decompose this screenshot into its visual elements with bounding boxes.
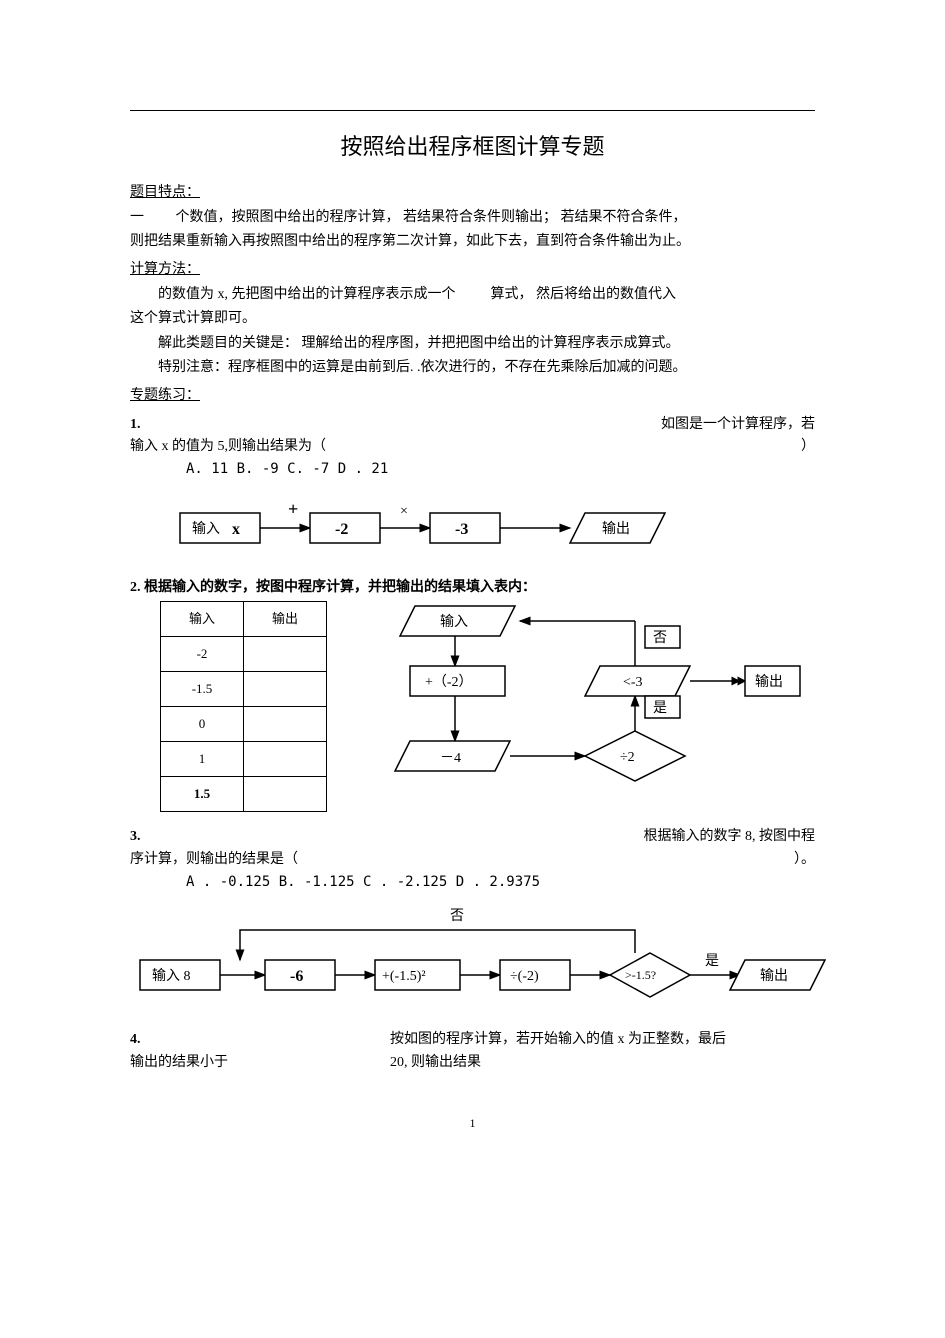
q2-cond: <-3 [623, 675, 643, 690]
table-cell-blank[interactable] [244, 707, 327, 742]
table-cell-blank[interactable] [244, 637, 327, 672]
q1-output: 输出 [602, 521, 630, 537]
q3-b3: ÷(-2) [510, 969, 539, 984]
heading-feature: 题目特点： [130, 182, 815, 204]
q1-flowchart: 输入 x + -2 × -3 输出 [170, 493, 815, 563]
feature-line1-b: 个数值，按照图中给出的程序计算， 若结果符合条件则输出； 若结果不符合条件， [176, 210, 687, 225]
q3-num: 3. [130, 826, 141, 848]
times-icon: × [400, 504, 408, 519]
q2-output: 输出 [755, 674, 783, 690]
q1-num: 1. [130, 414, 141, 436]
table-cell-blank[interactable] [244, 777, 327, 812]
q3-paren: ）。 [794, 849, 815, 871]
q2-flowchart: 输入 +（-2） －4 ÷2 <-3 [345, 601, 805, 811]
page-title: 按照给出程序框图计算专题 [130, 129, 815, 164]
plus-icon: + [288, 499, 298, 519]
q4: 4. 按如图的程序计算，若开始输入的值 x 为正整数，最后 输出的结果小于 20… [130, 1029, 815, 1074]
table-row: -1.5 [161, 672, 244, 707]
q2-yes: 是 [653, 701, 667, 716]
q1: 1. 如图是一个计算程序，若 输入 x 的值为 5,则输出结果为（ ） A. 1… [130, 414, 815, 563]
q3-options: A . -0.125 B. -1.125 C . -2.125 D . 2.93… [130, 871, 815, 893]
q1-b1: -2 [335, 521, 348, 538]
method-line2: 这个算式计算即可。 [130, 308, 815, 330]
q3-left: 序计算，则输出的结果是（ [130, 849, 298, 871]
q4-left: 输出的结果小于 [130, 1052, 390, 1074]
feature-line1: 一 个数值，按照图中给出的程序计算， 若结果符合条件则输出； 若结果不符合条件， [130, 207, 815, 229]
table-cell-blank[interactable] [244, 672, 327, 707]
page-number: 1 [130, 1114, 815, 1133]
table-cell-blank[interactable] [244, 742, 327, 777]
table-row: -2 [161, 637, 244, 672]
feature-line1-a: 一 [130, 207, 172, 229]
table-row: 0 [161, 707, 244, 742]
feature-line2: 则把结果重新输入再按照图中给出的程序第二次计算，如此下去，直到符合条件输出为止。 [130, 231, 815, 253]
q1-b2: -3 [455, 521, 468, 538]
q3-b1: -6 [290, 968, 303, 985]
top-rule [130, 110, 815, 111]
q4-right2: 20, 则输出结果 [390, 1052, 481, 1074]
q2-no: 否 [653, 631, 667, 646]
q3-output: 输出 [760, 968, 788, 984]
q1-left: 输入 x 的值为 5,则输出结果为（ [130, 436, 326, 458]
q3-flowchart: 否 输入 8 -6 +(-1.5)² ÷(-2) [130, 905, 815, 1015]
method-line1-a: 的数值为 x, 先把图中给出的计算程序表示成一个 [158, 287, 456, 302]
q4-num: 4. [130, 1029, 390, 1051]
method-note: 特别注意：程序框图中的运算是由前到后. .依次进行的，不存在先乘除后加减的问题。 [130, 357, 815, 379]
q2-op2: －4 [440, 751, 461, 766]
q2-op1: +（-2） [425, 674, 473, 690]
q2-input: 输入 [440, 614, 468, 630]
q1-right: 如图是一个计算程序，若 [661, 414, 815, 436]
q3-input: 输入 8 [152, 968, 191, 984]
q2-prompt: 2. 根据输入的数字，按图中程序计算，并把输出的结果填入表内： [130, 577, 815, 599]
table-row: 1.5 [161, 777, 244, 812]
heading-method: 计算方法： [130, 259, 815, 281]
q2-head-in: 输入 [161, 602, 244, 637]
q1-options: A. 11 B. -9 C. -7 D . 21 [130, 458, 815, 480]
q2-table: 输入 输出 -2 -1.5 0 1 1.5 [160, 601, 327, 812]
q1-input-var: x [232, 521, 240, 538]
q3-no: 否 [450, 909, 464, 924]
q2-head-out: 输出 [244, 602, 327, 637]
method-line1-b: 算式， 然后将给出的数值代入 [491, 287, 677, 302]
q2-div: ÷2 [620, 750, 635, 765]
table-row: 1 [161, 742, 244, 777]
q3-right: 根据输入的数字 8, 按图中程 [644, 826, 816, 848]
q3-yes: 是 [705, 954, 719, 969]
q4-right: 按如图的程序计算，若开始输入的值 x 为正整数，最后 [390, 1029, 726, 1051]
q3-cond: >-1.5? [625, 968, 656, 982]
q3-b2: +(-1.5)² [382, 969, 426, 984]
heading-practice: 专题练习： [130, 385, 815, 407]
method-line1: 的数值为 x, 先把图中给出的计算程序表示成一个 算式， 然后将给出的数值代入 [130, 284, 815, 306]
q1-paren: ） [801, 436, 815, 458]
method-key: 解此类题目的关键是： 理解给出的程序图，并把把图中给出的计算程序表示成算式。 [130, 333, 815, 355]
q3: 3. 根据输入的数字 8, 按图中程 序计算，则输出的结果是（ ）。 A . -… [130, 826, 815, 1015]
q1-input-label: 输入 [192, 521, 220, 537]
